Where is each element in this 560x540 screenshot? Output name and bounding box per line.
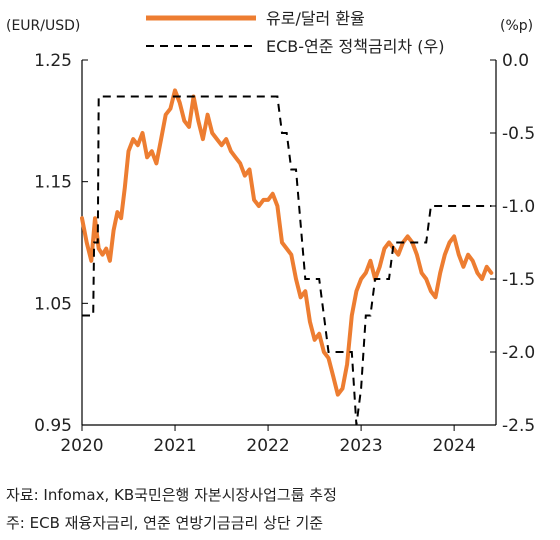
footnote: 주: ECB 재융자금리, 연준 연방기금금리 상단 기준 xyxy=(6,514,324,532)
x-tick-label: 2020 xyxy=(60,436,103,456)
right-tick-label: -2.0 xyxy=(502,343,535,363)
x-tick-label: 2021 xyxy=(153,436,196,456)
left-tick-label: 1.15 xyxy=(34,173,72,193)
legend: 유로/달러 환율 ECB-연준 정책금리차 (우) xyxy=(146,9,444,56)
right-tick-label: 0.0 xyxy=(502,51,529,71)
left-tick-label: 1.25 xyxy=(34,51,72,71)
chart: 1.25 1.15 1.05 0.95 0.0 -0.5 -1.0 -1.5 -2.0 -2.5 2… xyxy=(6,9,535,456)
right-tick-label: -1.0 xyxy=(502,197,535,217)
right-tick-label: -1.5 xyxy=(502,270,535,290)
legend-label-rate-gap: ECB-연준 정책금리차 (우) xyxy=(266,37,444,56)
left-tick-label: 0.95 xyxy=(34,416,72,436)
left-axis-unit: (EUR/USD) xyxy=(6,18,80,34)
series-line-exchange-rate xyxy=(80,88,494,397)
right-tick-label: -0.5 xyxy=(502,124,535,144)
right-axis-unit: (%p) xyxy=(500,18,533,34)
source-note: 자료: Infomax, KB국민은행 자본시장사업그룹 추정 xyxy=(6,486,337,504)
axes: 1.25 1.15 1.05 0.95 0.0 -0.5 -1.0 -1.5 -2.0 -2.5 2… xyxy=(34,51,535,456)
x-tick-label: 2023 xyxy=(339,436,382,456)
x-tick-label: 2022 xyxy=(246,436,289,456)
series-layer xyxy=(80,88,494,426)
right-tick-label: -2.5 xyxy=(502,416,535,436)
left-tick-label: 1.05 xyxy=(34,294,72,314)
legend-label-exchange-rate: 유로/달러 환율 xyxy=(266,9,365,28)
x-tick-label: 2024 xyxy=(433,436,476,456)
